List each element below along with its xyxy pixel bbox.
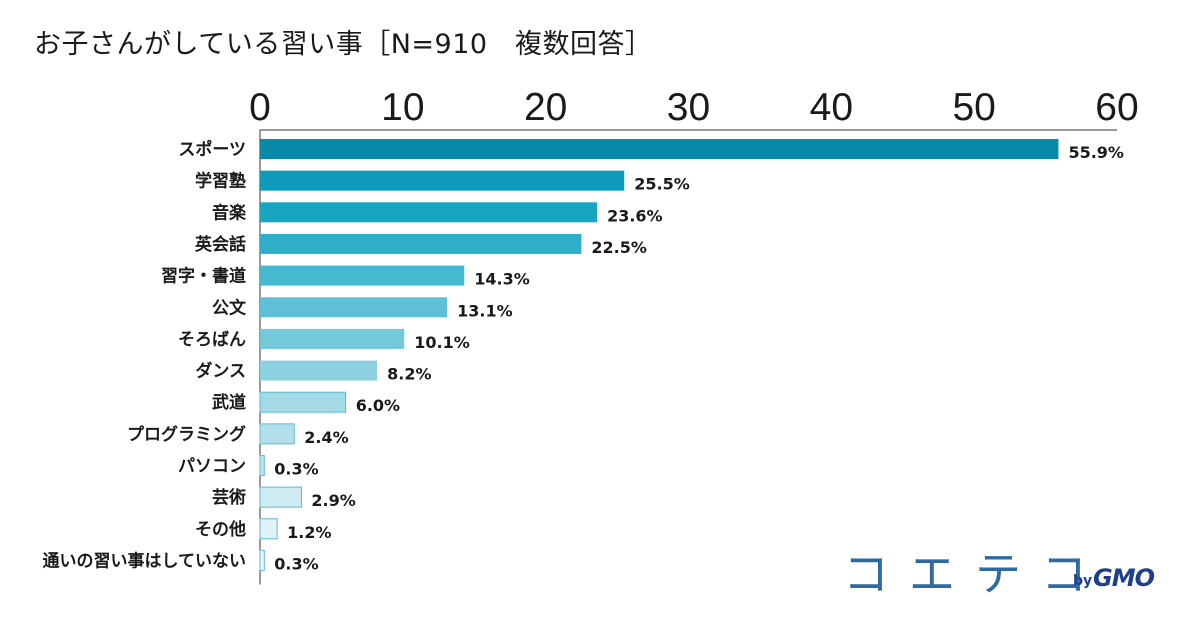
x-tick-label: 60 bbox=[1095, 86, 1138, 129]
bar bbox=[260, 265, 465, 286]
category-label: パソコン bbox=[178, 457, 246, 477]
brand-logo: コエテコ by GMO bbox=[843, 548, 1175, 600]
category-label: 音楽 bbox=[212, 202, 247, 223]
value-label: 14.3% bbox=[474, 270, 530, 289]
value-label: 8.2% bbox=[387, 365, 431, 384]
bar bbox=[259, 423, 295, 445]
x-tick-label: 0 bbox=[249, 86, 271, 129]
bar bbox=[259, 518, 278, 540]
bar bbox=[259, 549, 265, 571]
bar bbox=[260, 297, 448, 318]
value-label: 2.9% bbox=[311, 491, 355, 510]
category-label: その他 bbox=[195, 519, 246, 540]
x-tick-label: 40 bbox=[810, 86, 853, 129]
value-label: 6.0% bbox=[356, 396, 400, 415]
category-label: 芸術 bbox=[212, 487, 246, 508]
category-label: 英会話 bbox=[195, 234, 246, 255]
category-label: 公文 bbox=[212, 297, 247, 318]
bar bbox=[260, 170, 625, 191]
value-label: 10.1% bbox=[414, 333, 470, 352]
bar bbox=[259, 391, 347, 413]
logo-by-text: by bbox=[1073, 573, 1093, 589]
x-tick-label: 50 bbox=[952, 86, 995, 129]
x-tick-label: 10 bbox=[381, 86, 424, 129]
x-tick-label: 30 bbox=[667, 86, 710, 129]
value-label: 13.1% bbox=[457, 301, 513, 320]
bar bbox=[259, 455, 265, 476]
value-label: 55.9% bbox=[1068, 143, 1124, 162]
value-label: 23.6% bbox=[607, 206, 663, 225]
category-label: ダンス bbox=[195, 361, 246, 382]
bar bbox=[260, 328, 405, 349]
chart-title: お子さんがしている習い事［N=910 複数回答］ bbox=[34, 29, 653, 60]
bar bbox=[259, 486, 302, 508]
category-label: スポーツ bbox=[178, 139, 246, 160]
category-label: 武道 bbox=[212, 392, 246, 413]
value-label: 25.5% bbox=[634, 175, 690, 194]
logo-text: コエテコ bbox=[843, 547, 1107, 601]
category-label: 習字・書道 bbox=[161, 266, 246, 287]
logo-brand-text: GMO bbox=[1093, 564, 1155, 592]
category-label: 通いの習い事はしていない bbox=[43, 551, 247, 571]
bar bbox=[260, 139, 1059, 159]
category-label: そろばん bbox=[178, 330, 246, 350]
value-label: 2.4% bbox=[304, 428, 348, 447]
value-label: 0.3% bbox=[274, 554, 318, 573]
value-label: 0.3% bbox=[274, 460, 318, 479]
bar bbox=[260, 202, 598, 223]
category-label: 学習塾 bbox=[195, 171, 246, 192]
value-label: 22.5% bbox=[591, 238, 647, 257]
bar bbox=[260, 360, 378, 381]
value-label: 1.2% bbox=[287, 523, 331, 542]
category-label: プログラミング bbox=[127, 424, 246, 445]
bar bbox=[260, 233, 582, 254]
x-tick-label: 20 bbox=[524, 86, 567, 129]
